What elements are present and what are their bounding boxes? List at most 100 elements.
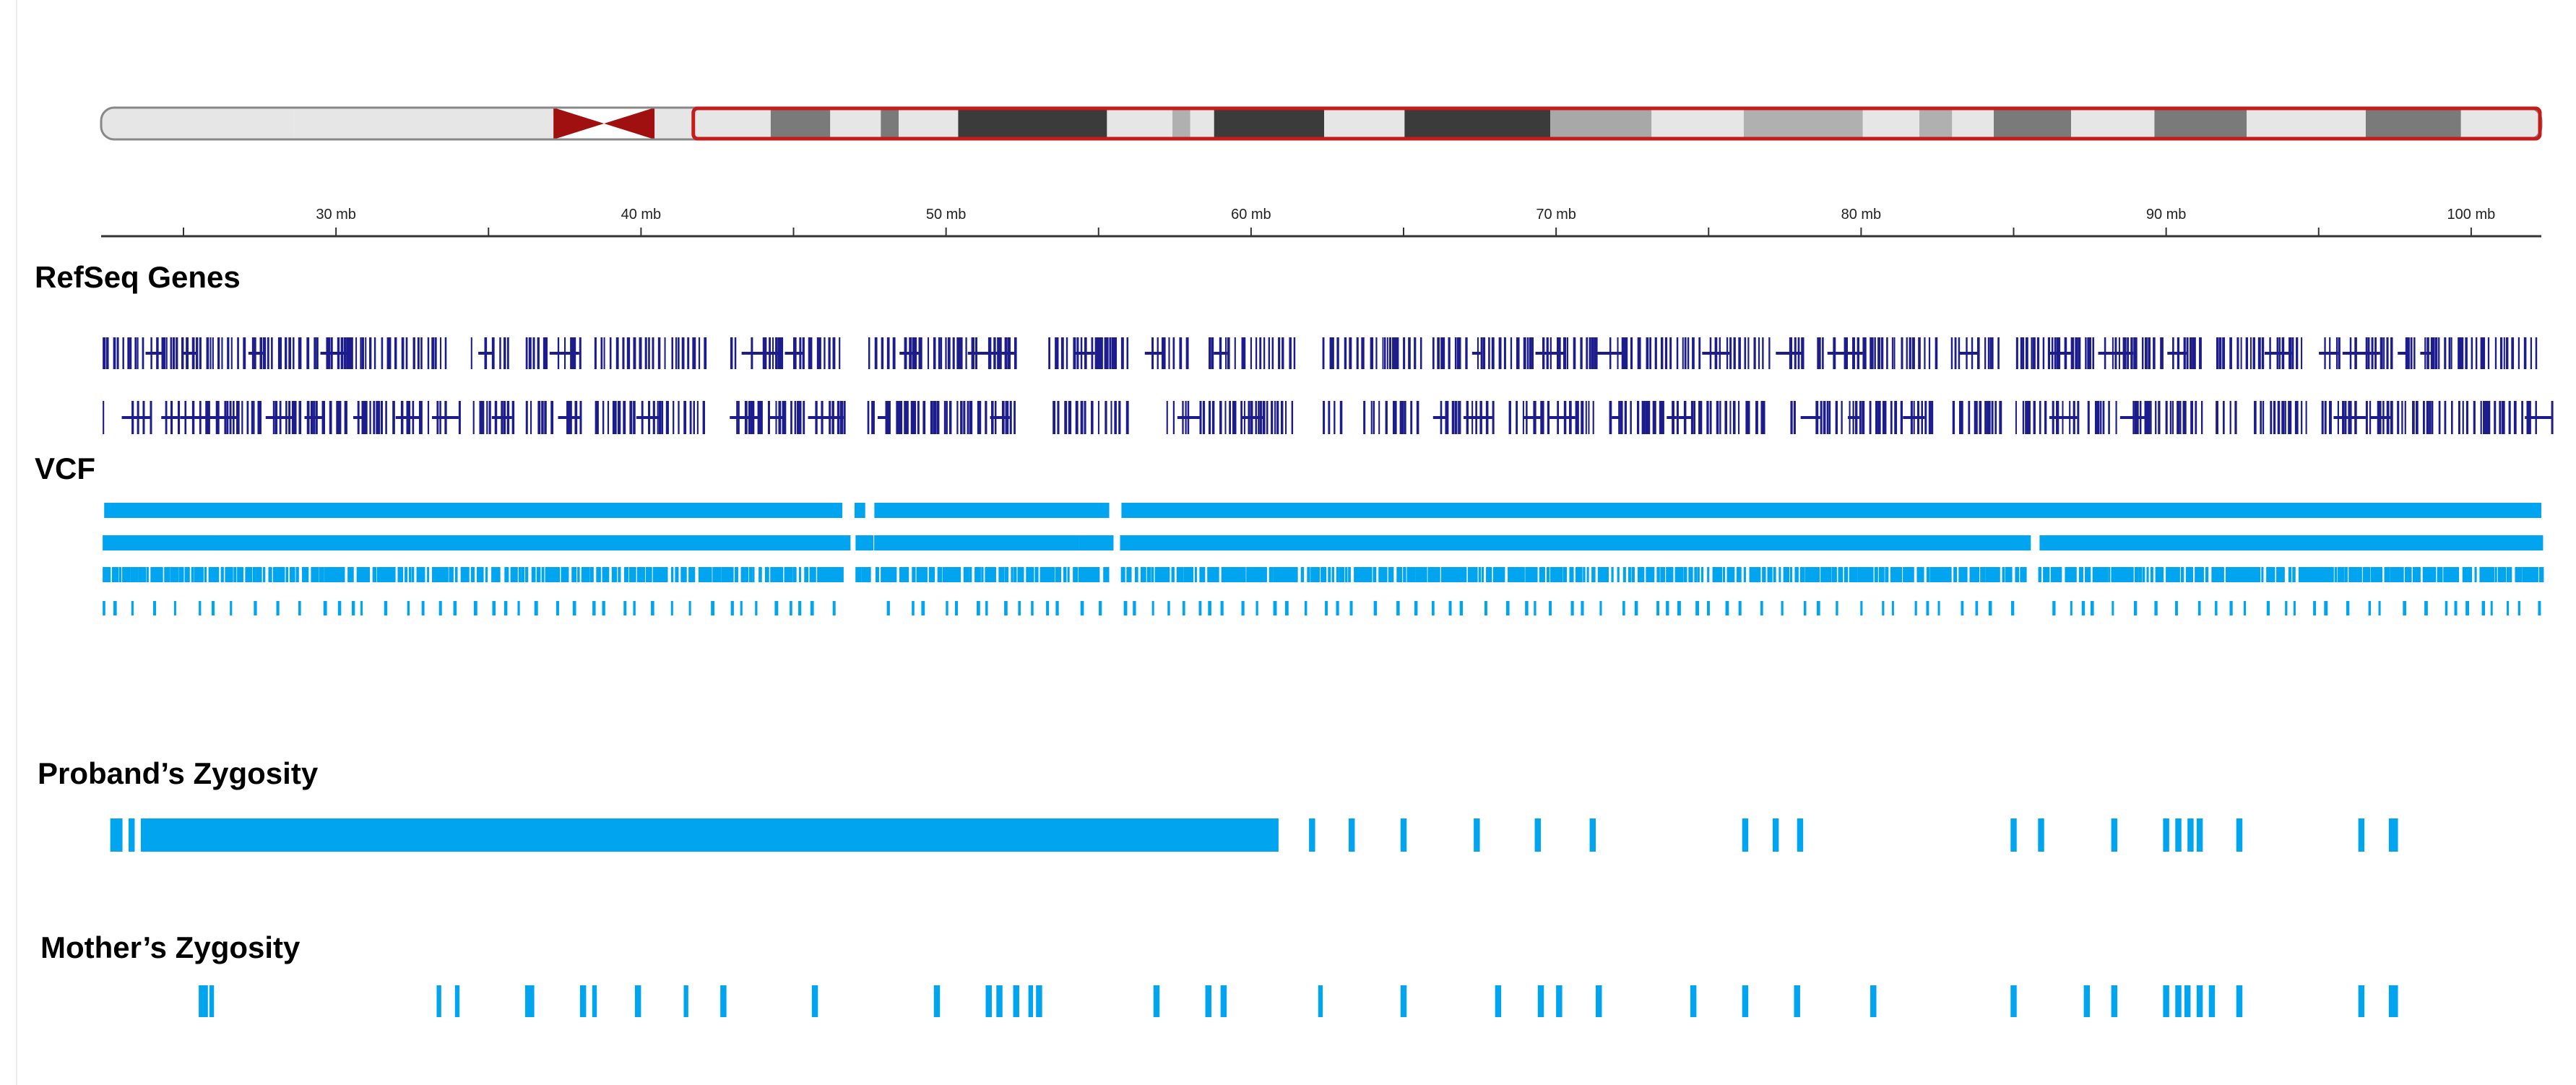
proband-zygosity-track[interactable] bbox=[110, 818, 2398, 852]
vcf-feature[interactable] bbox=[1365, 535, 1370, 550]
gene-feature[interactable] bbox=[170, 337, 173, 369]
vcf-feature[interactable] bbox=[104, 503, 843, 518]
vcf-feature[interactable] bbox=[1563, 567, 1568, 582]
gene-feature[interactable] bbox=[1262, 401, 1266, 434]
vcf-feature[interactable] bbox=[1706, 601, 1710, 615]
gene-feature[interactable] bbox=[1225, 337, 1227, 369]
gene-feature[interactable] bbox=[2223, 401, 2225, 434]
gene-feature[interactable] bbox=[570, 337, 573, 369]
vcf-feature[interactable] bbox=[2159, 567, 2164, 582]
vcf-feature[interactable] bbox=[2059, 567, 2062, 582]
vcf-feature[interactable] bbox=[2515, 567, 2520, 582]
vcf-feature[interactable] bbox=[1310, 567, 1317, 582]
gene-feature[interactable] bbox=[689, 401, 692, 434]
gene-feature[interactable] bbox=[991, 401, 994, 434]
gene-feature[interactable] bbox=[667, 401, 669, 434]
vcf-feature[interactable] bbox=[1021, 535, 1025, 550]
vcf-feature[interactable] bbox=[902, 567, 907, 582]
gene-feature[interactable] bbox=[960, 401, 963, 434]
vcf-feature[interactable] bbox=[1921, 567, 1924, 582]
vcf-feature[interactable] bbox=[1108, 535, 1114, 550]
vcf-feature[interactable] bbox=[1489, 567, 1492, 582]
vcf-feature[interactable] bbox=[1539, 567, 1542, 582]
vcf-feature[interactable] bbox=[2443, 567, 2450, 582]
vcf-feature[interactable] bbox=[1354, 567, 1359, 582]
gene-feature[interactable] bbox=[326, 337, 329, 369]
gene-feature[interactable] bbox=[1280, 401, 1284, 434]
vcf-feature[interactable] bbox=[1401, 535, 1404, 550]
vcf-feature[interactable] bbox=[1208, 601, 1211, 615]
gene-feature[interactable] bbox=[528, 337, 532, 369]
proband-zygosity-feature[interactable] bbox=[1589, 818, 1596, 852]
vcf-feature[interactable] bbox=[113, 601, 117, 615]
vcf-feature[interactable] bbox=[1273, 567, 1279, 582]
vcf-feature[interactable] bbox=[1617, 567, 1620, 582]
gene-feature[interactable] bbox=[938, 337, 941, 369]
vcf-feature[interactable] bbox=[1987, 535, 1992, 550]
vcf-feature[interactable] bbox=[916, 567, 921, 582]
vcf-feature[interactable] bbox=[1546, 567, 1550, 582]
gene-feature[interactable] bbox=[105, 337, 109, 369]
vcf-feature[interactable] bbox=[928, 567, 934, 582]
gene-feature[interactable] bbox=[1162, 337, 1164, 369]
gene-feature[interactable] bbox=[2278, 337, 2281, 369]
vcf-feature[interactable] bbox=[295, 567, 299, 582]
vcf-feature[interactable] bbox=[340, 567, 344, 582]
vcf-feature[interactable] bbox=[2150, 567, 2153, 582]
gene-feature[interactable] bbox=[1729, 337, 1732, 369]
gene-feature[interactable] bbox=[2134, 401, 2137, 434]
gene-feature[interactable] bbox=[2183, 337, 2186, 369]
vcf-feature[interactable] bbox=[173, 567, 178, 582]
gene-feature[interactable] bbox=[1518, 337, 1520, 369]
vcf-feature[interactable] bbox=[954, 567, 961, 582]
vcf-feature[interactable] bbox=[1580, 567, 1583, 582]
vcf-feature[interactable] bbox=[1207, 567, 1214, 582]
gene-feature[interactable] bbox=[2031, 337, 2033, 369]
vcf-feature[interactable] bbox=[1600, 567, 1607, 582]
gene-feature[interactable] bbox=[458, 401, 461, 434]
gene-feature[interactable] bbox=[1692, 337, 1695, 369]
gene-feature[interactable] bbox=[693, 401, 695, 434]
vcf-feature[interactable] bbox=[1529, 567, 1536, 582]
gene-feature[interactable] bbox=[1693, 401, 1696, 434]
gene-feature[interactable] bbox=[1248, 401, 1250, 434]
gene-feature[interactable] bbox=[1448, 337, 1451, 369]
gene-feature[interactable] bbox=[1271, 401, 1274, 434]
gene-feature[interactable] bbox=[2199, 337, 2202, 369]
vcf-feature[interactable] bbox=[1024, 535, 1029, 550]
gene-feature[interactable] bbox=[757, 401, 761, 434]
gene-feature[interactable] bbox=[178, 401, 181, 434]
gene-feature[interactable] bbox=[2431, 401, 2434, 434]
vcf-feature[interactable] bbox=[1782, 535, 1789, 550]
gene-feature[interactable] bbox=[1293, 337, 1296, 369]
gene-feature[interactable] bbox=[2254, 401, 2257, 434]
proband-zygosity-feature[interactable] bbox=[110, 818, 123, 852]
vcf-feature[interactable] bbox=[1610, 535, 1617, 550]
gene-feature[interactable] bbox=[1854, 401, 1858, 434]
gene-feature[interactable] bbox=[277, 337, 281, 369]
vcf-feature[interactable] bbox=[476, 567, 481, 582]
vcf-feature[interactable] bbox=[480, 535, 487, 550]
gene-feature[interactable] bbox=[267, 337, 269, 369]
vcf-feature[interactable] bbox=[1045, 567, 1049, 582]
mother-zygosity-feature[interactable] bbox=[1153, 985, 1160, 1017]
vcf-feature[interactable] bbox=[1235, 567, 1242, 582]
vcf-feature[interactable] bbox=[2154, 601, 2158, 615]
gene-feature[interactable] bbox=[507, 337, 509, 369]
vcf-feature[interactable] bbox=[1732, 567, 1735, 582]
vcf-feature[interactable] bbox=[1591, 567, 1596, 582]
vcf-feature[interactable] bbox=[2535, 535, 2541, 550]
vcf-feature[interactable] bbox=[1988, 567, 1993, 582]
vcf-feature[interactable] bbox=[1893, 567, 1898, 582]
vcf-feature[interactable] bbox=[1870, 567, 1874, 582]
vcf-feature[interactable] bbox=[1726, 567, 1733, 582]
mother-zygosity-feature[interactable] bbox=[1537, 985, 1544, 1017]
gene-feature[interactable] bbox=[1738, 401, 1740, 434]
vcf-feature[interactable] bbox=[2225, 567, 2232, 582]
gene-feature[interactable] bbox=[1166, 401, 1168, 434]
vcf-feature[interactable] bbox=[651, 601, 654, 615]
vcf-feature[interactable] bbox=[1273, 535, 1276, 550]
gene-feature[interactable] bbox=[779, 337, 782, 369]
vcf-feature[interactable] bbox=[1648, 567, 1653, 582]
vcf-feature[interactable] bbox=[1951, 535, 1957, 550]
